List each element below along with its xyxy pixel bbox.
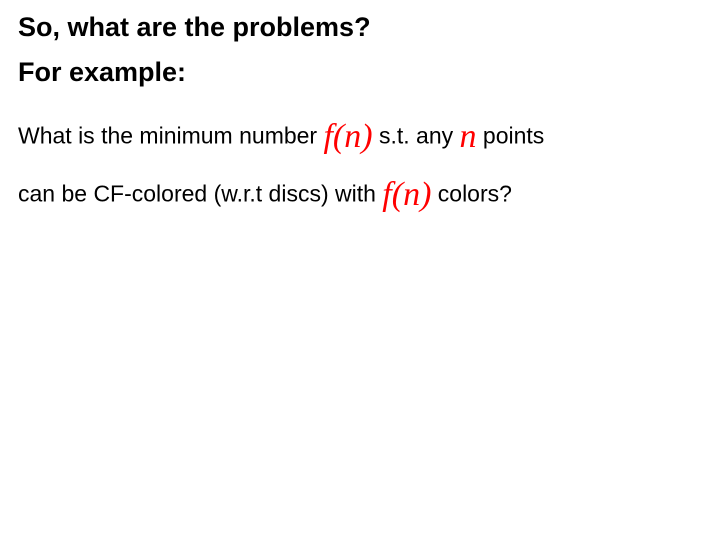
text-fragment: s.t. any (373, 122, 460, 148)
math-fn: f(n) (382, 176, 431, 213)
question-line-1: What is the minimum number f(n) s.t. any… (18, 110, 702, 164)
text-fragment: points (477, 122, 545, 148)
text-fragment: colors? (431, 181, 512, 207)
question-line-2: can be CF-colored (w.r.t discs) with f(n… (18, 168, 702, 222)
math-n: n (460, 118, 477, 155)
text-fragment: can be CF-colored (w.r.t discs) with (18, 181, 382, 207)
slide-title: So, what are the problems? (18, 12, 702, 43)
math-fn: f(n) (323, 118, 372, 155)
slide-container: So, what are the problems? For example: … (0, 0, 720, 239)
slide-subtitle: For example: (18, 57, 702, 88)
text-fragment: What is the minimum number (18, 122, 323, 148)
